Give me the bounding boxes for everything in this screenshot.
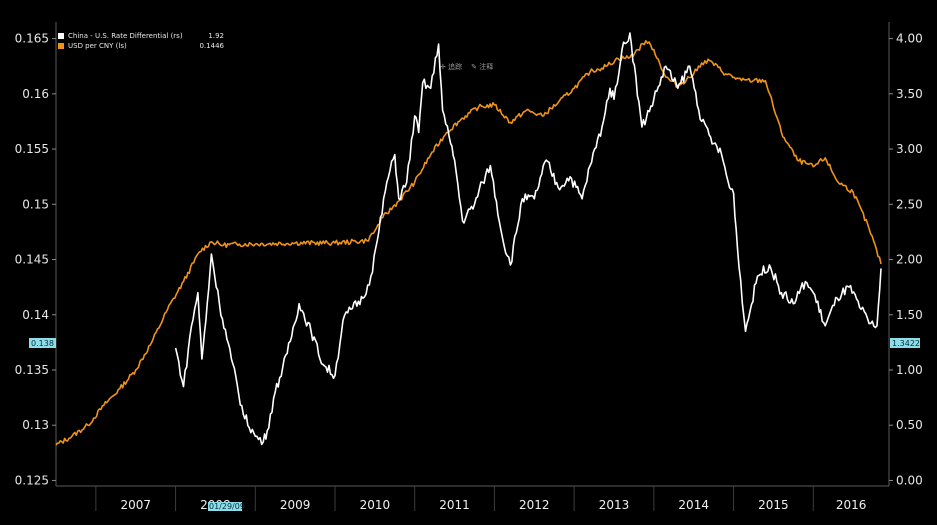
x-tick-label: 2015 <box>758 498 789 512</box>
x-tick-label: 2013 <box>599 498 630 512</box>
right-value-tag-bg <box>890 338 920 348</box>
left-tick-label: 0.135 <box>15 363 49 377</box>
left-tick-label: 0.16 <box>22 87 49 101</box>
right-tick-label: 1.00 <box>896 363 923 377</box>
legend-item-diff: China - U.S. Rate Differential (rs) 1.92 <box>58 31 224 41</box>
legend-item-cny: USD per CNY (ls) 0.1446 <box>58 41 224 51</box>
series-line-usd-per-cny <box>55 40 882 446</box>
date-tag-text: 01/29/09 <box>209 502 245 511</box>
legend-label-cny: USD per CNY (ls) <box>68 42 127 50</box>
right-tick-label: 3.50 <box>896 87 923 101</box>
x-tick-label: 2007 <box>120 498 151 512</box>
right-tick-label: 2.00 <box>896 253 923 267</box>
left-value-tag-bg <box>29 338 56 348</box>
chart-toolbar: ✛ 追踪 ✎ 注释 <box>440 62 493 72</box>
series-layer <box>55 32 882 446</box>
legend-value-cny: 0.1446 <box>199 42 225 50</box>
right-tick-label: 0.50 <box>896 418 923 432</box>
right-tick-label: 1.50 <box>896 308 923 322</box>
annotate-button[interactable]: ✎ 注释 <box>471 62 493 72</box>
right-value-tag-text: 1.3422 <box>892 339 920 348</box>
x-tick-label: 2012 <box>519 498 550 512</box>
left-tick-label: 0.15 <box>22 197 49 211</box>
series-line-rate-differential <box>174 32 882 446</box>
annotate-label: 注释 <box>479 63 494 71</box>
right-axis-ticks: 4.00 3.50 3.00 2.50 2.00 1.50 1.00 0.50 0.00 <box>889 32 923 487</box>
x-axis-dividers <box>95 486 814 511</box>
left-tick-label: 0.155 <box>15 142 49 156</box>
date-tag-bg <box>208 502 242 511</box>
left-tick-label: 0.165 <box>15 32 49 46</box>
left-tick-label: 0.125 <box>15 473 49 487</box>
left-tick-label: 0.14 <box>22 308 49 322</box>
right-tick-label: 2.50 <box>896 197 923 211</box>
right-tick-label: 3.00 <box>896 142 923 156</box>
left-tick-label: 0.145 <box>15 253 49 267</box>
legend-swatch-cny <box>58 43 64 49</box>
x-tick-label: 2010 <box>360 498 391 512</box>
track-label: 追踪 <box>448 63 463 71</box>
right-value-tag: 1.3422 <box>890 338 920 348</box>
legend-swatch-diff <box>58 33 64 39</box>
legend-value-diff: 1.92 <box>208 32 224 40</box>
left-axis-ticks: 0.165 0.16 0.155 0.15 0.145 0.14 0.135 0.13 0.12… <box>15 32 56 487</box>
legend: China - U.S. Rate Differential (rs) 1.92… <box>58 31 224 51</box>
left-value-tag-text: 0.138 <box>31 339 54 348</box>
x-tick-label: 2014 <box>678 498 709 512</box>
x-tick-label: 2011 <box>439 498 470 512</box>
x-tick-label: 2009 <box>280 498 311 512</box>
left-value-tag: 0.138 <box>29 338 56 348</box>
legend-label-diff: China - U.S. Rate Differential (rs) <box>68 32 183 40</box>
right-tick-label: 4.00 <box>896 32 923 46</box>
left-tick-label: 0.13 <box>22 418 49 432</box>
right-tick-label: 0.00 <box>896 473 923 487</box>
crosshair-icon: ✛ <box>440 63 446 71</box>
x-tick-label: 2016 <box>836 498 867 512</box>
pencil-icon: ✎ <box>471 63 477 71</box>
date-tag: 01/29/09 <box>208 502 245 511</box>
track-button[interactable]: ✛ 追踪 <box>440 62 462 72</box>
